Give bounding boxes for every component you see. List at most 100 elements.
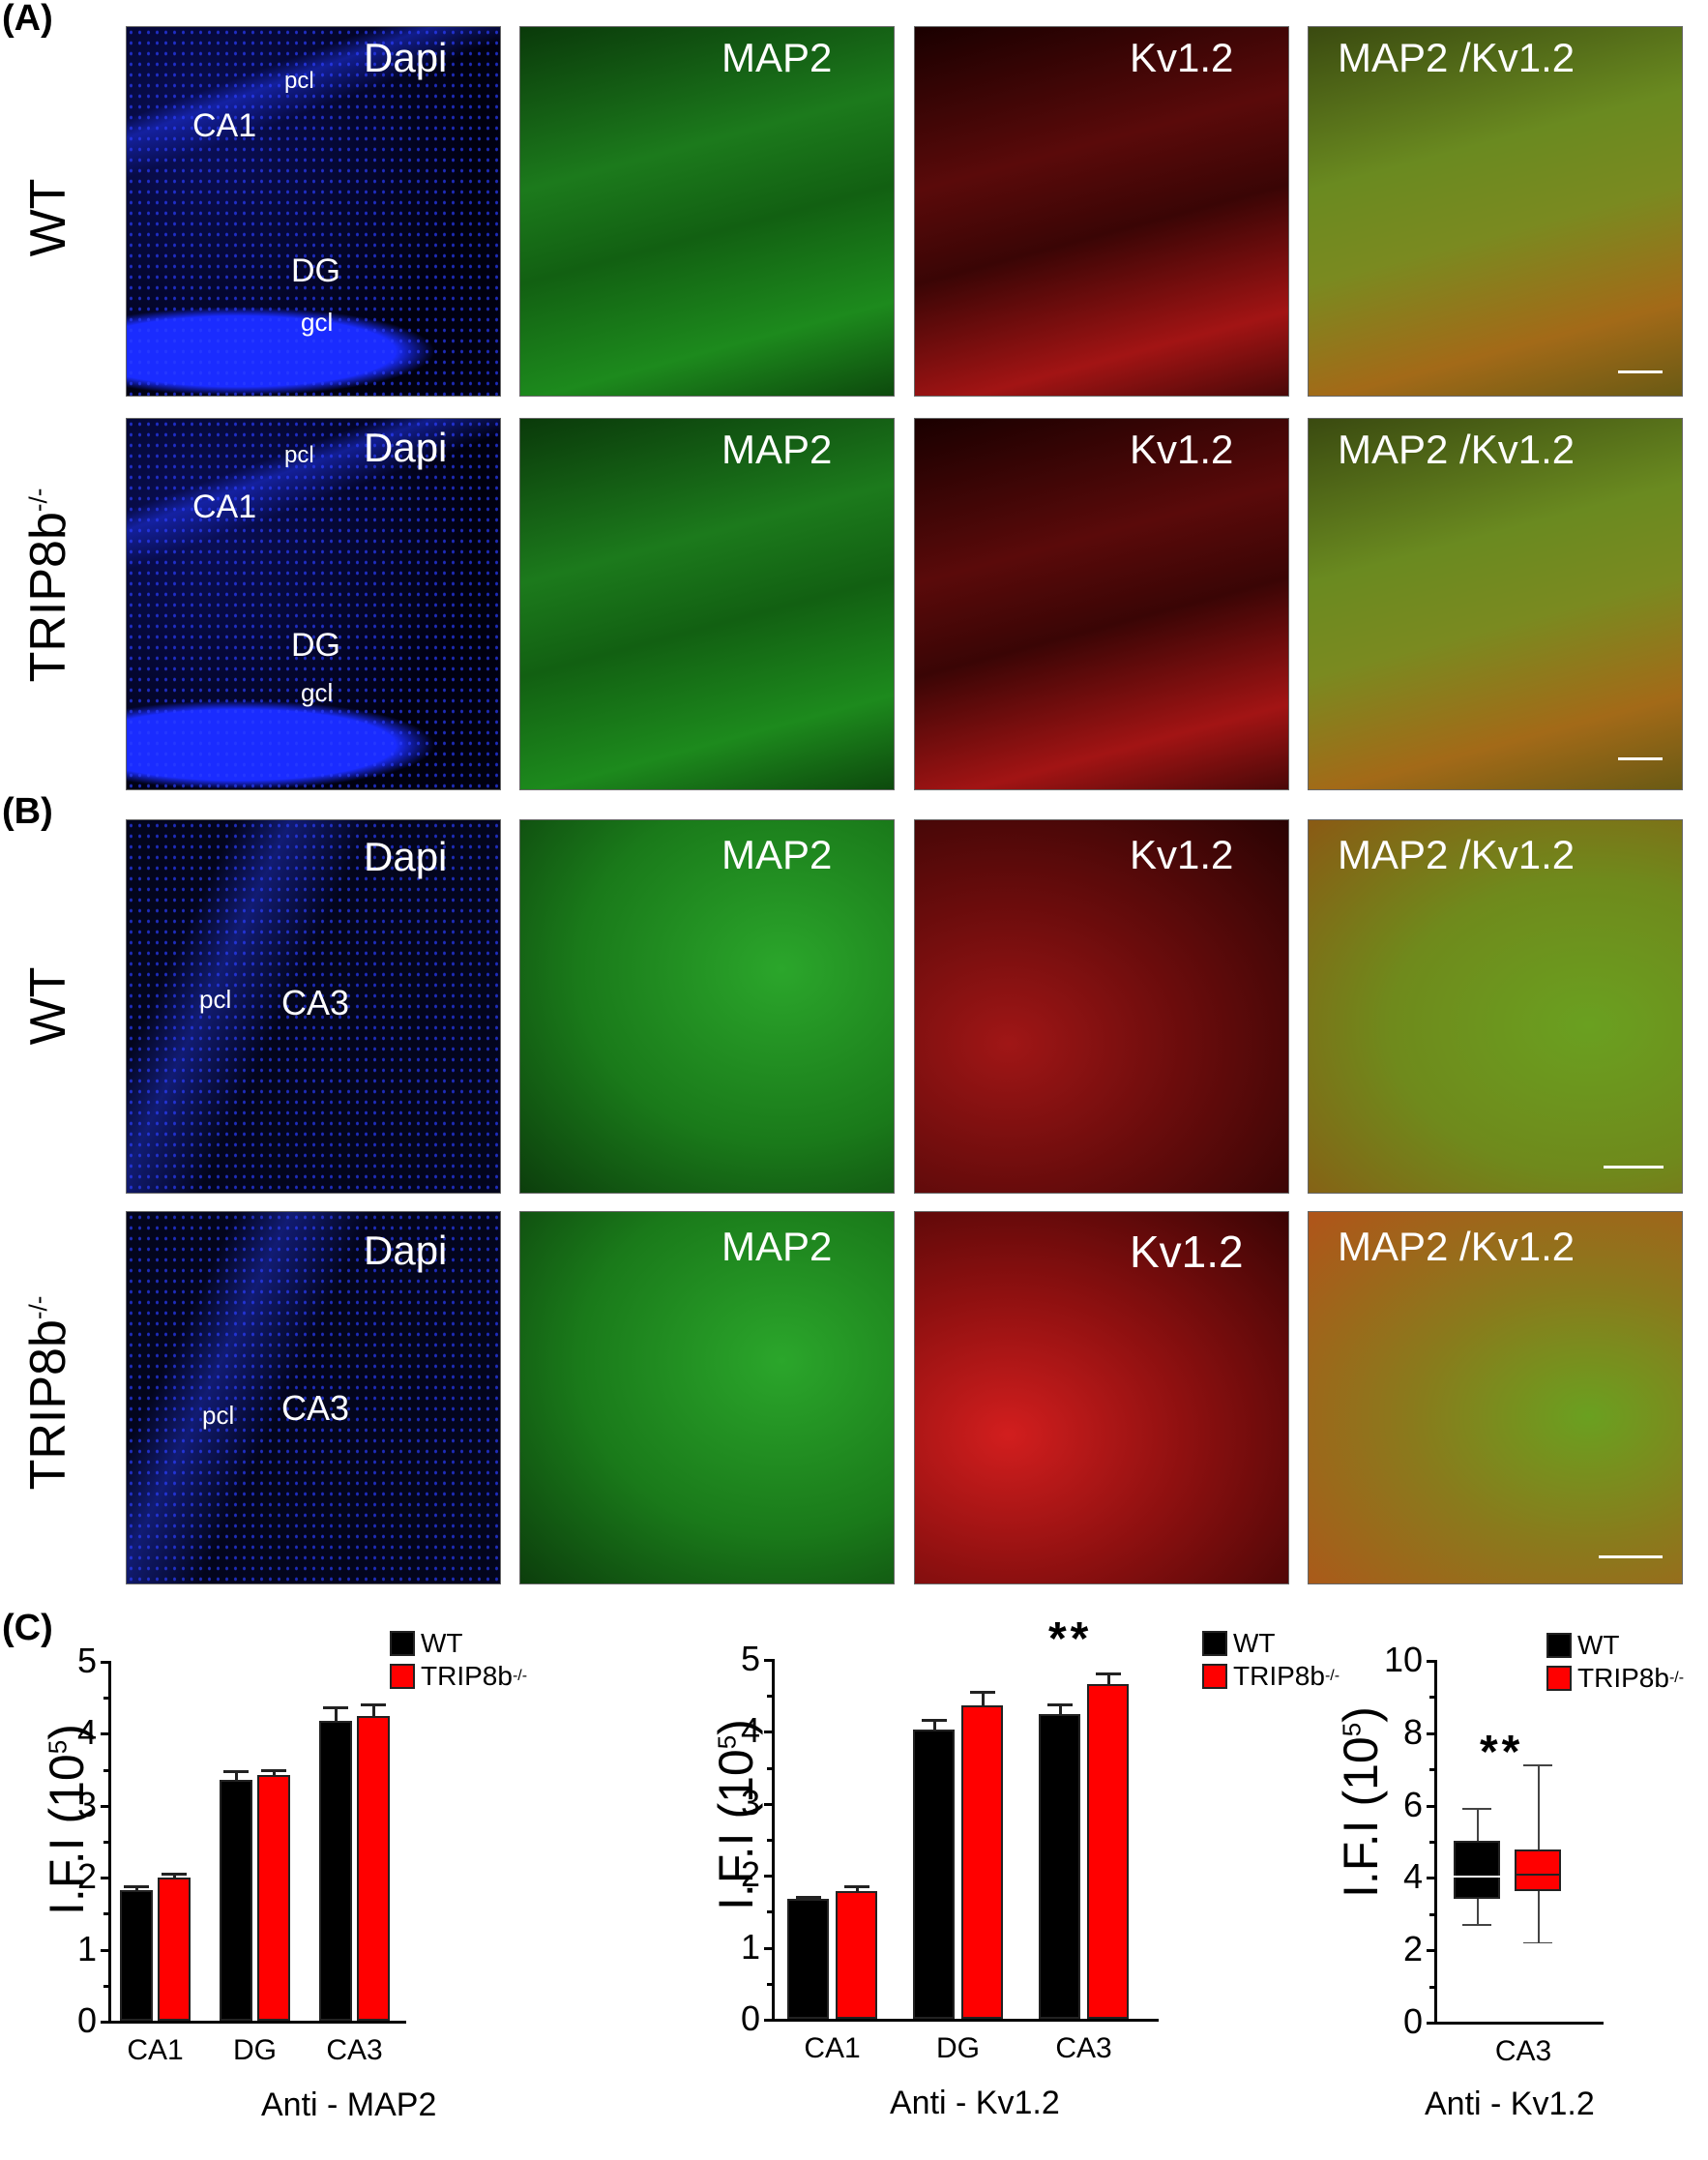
- channel-label: Dapi: [364, 425, 448, 470]
- y-tick-label: 2: [76, 1856, 97, 1897]
- whisker-cap: [1523, 1764, 1552, 1766]
- y-axis-label: I.F.I (105): [40, 1724, 94, 1915]
- y-tick-label: 1: [76, 1928, 97, 1968]
- bar-ca1-ko: [158, 1877, 191, 2021]
- micrograph-a-ko-dapi: Dapi pcl CA1 DG gcl: [126, 418, 501, 790]
- y-tick-label: 4: [76, 1712, 97, 1753]
- y-axis-label: I.F.I (105): [709, 1719, 763, 1910]
- median-line: [1515, 1873, 1561, 1876]
- panel-label-a: (A): [2, 0, 53, 39]
- y-minor-tick: [1429, 1841, 1435, 1844]
- scale-bar: [1618, 370, 1663, 373]
- legend-superscript: -/-: [512, 1668, 528, 1684]
- y-axis: [108, 1661, 111, 2021]
- y-axis-label: I.F.I (105): [1334, 1706, 1388, 1898]
- category-label: CA1: [127, 2034, 184, 2066]
- micrograph-b-wt-merge: MAP2 /Kv1.2: [1308, 819, 1683, 1194]
- genotype-label: TRIP8b: [20, 1319, 76, 1491]
- channel-label: MAP2: [721, 35, 833, 80]
- panel-label-b: (B): [2, 791, 53, 832]
- whisker-cap: [1462, 1924, 1491, 1926]
- bar-ca1-ko: [836, 1891, 877, 2019]
- legend-wt: WT: [1202, 1628, 1276, 1659]
- y-minor-tick: [103, 1697, 109, 1701]
- micrograph-a-wt-map2: MAP2: [519, 26, 895, 397]
- whisker-upper: [1477, 1808, 1479, 1841]
- y-tick-label: 0: [1402, 2001, 1423, 2041]
- legend-swatch: [390, 1631, 415, 1656]
- channel-label: MAP2 /Kv1.2: [1338, 427, 1575, 472]
- y-tick: [764, 1731, 774, 1734]
- legend-label: WT: [1233, 1628, 1276, 1658]
- panel-label-c: (C): [2, 1608, 53, 1648]
- genotype-label: WT: [20, 966, 76, 1046]
- y-tick-label: 3: [740, 1782, 760, 1822]
- channel-label: Dapi: [364, 35, 448, 80]
- channel-label: MAP2 /Kv1.2: [1338, 35, 1575, 80]
- whisker-cap: [1462, 1808, 1491, 1810]
- error-bar-cap: [795, 1895, 821, 1899]
- y-axis: [1434, 1660, 1437, 2022]
- legend-swatch: [1546, 1633, 1572, 1658]
- y-tick-label: 4: [740, 1710, 760, 1751]
- channel-label: Kv1.2: [1130, 1227, 1244, 1277]
- legend-wt: WT: [1546, 1630, 1620, 1661]
- region-label-pcl: pcl: [202, 1401, 235, 1430]
- y-tick: [1427, 1877, 1436, 1880]
- category-label: DG: [233, 2034, 277, 2066]
- region-label-gcl: gcl: [301, 308, 334, 337]
- error-bar-cap: [223, 1770, 249, 1774]
- region-label-ca3: CA3: [281, 1388, 350, 1428]
- legend-ko: TRIP8b -/-: [390, 1661, 527, 1692]
- y-tick-label: 0: [740, 1998, 760, 2038]
- legend-swatch: [1546, 1666, 1572, 1691]
- bar-ca3-ko: [1087, 1684, 1129, 2019]
- bar-ca3-wt: [319, 1720, 352, 2021]
- bar-dg-wt: [220, 1779, 252, 2021]
- micrograph-a-wt-kv12: Kv1.2: [914, 26, 1289, 397]
- y-tick: [101, 1661, 110, 1664]
- error-bar-cap: [969, 1691, 995, 1695]
- micrograph-a-ko-merge: MAP2 /Kv1.2: [1308, 418, 1683, 790]
- genotype-superscript: -/-: [23, 488, 53, 513]
- micrograph-b-wt-kv12: Kv1.2: [914, 819, 1289, 1194]
- row-label-b-ko: TRIP8b-/-: [19, 1287, 77, 1499]
- whisker-upper: [1538, 1764, 1540, 1850]
- legend-swatch: [390, 1664, 415, 1689]
- error-bar-cap: [361, 1702, 386, 1706]
- region-label-ca3: CA3: [281, 983, 350, 1022]
- micrograph-a-wt-dapi: Dapi pcl CA1 DG gcl: [126, 26, 501, 397]
- y-minor-tick: [1429, 1985, 1435, 1989]
- error-bar-cap: [323, 1705, 348, 1709]
- y-axis: [772, 1659, 775, 2019]
- micrograph-b-ko-merge: MAP2 /Kv1.2: [1308, 1211, 1683, 1584]
- y-tick: [1427, 1804, 1436, 1808]
- y-tick-label: 10: [1383, 1640, 1423, 1679]
- x-axis-label: Anti - MAP2: [261, 2086, 437, 2123]
- y-tick-label: 2: [1402, 1929, 1423, 1969]
- y-minor-tick: [767, 1839, 773, 1842]
- scale-bar: [1604, 1166, 1664, 1169]
- y-tick-label: 1: [740, 1926, 760, 1967]
- error-bar-cap: [261, 1769, 286, 1773]
- region-label-pcl: pcl: [284, 68, 314, 94]
- legend-label: TRIP8b: [1233, 1661, 1325, 1691]
- y-tick-label: 5: [740, 1639, 760, 1678]
- y-tick-label: 4: [1402, 1856, 1423, 1897]
- region-label-pcl: pcl: [284, 442, 314, 468]
- y-minor-tick: [767, 1910, 773, 1914]
- error-bar-cap: [1046, 1703, 1073, 1707]
- micrograph-a-wt-merge: MAP2 /Kv1.2: [1308, 26, 1683, 397]
- y-tick: [101, 2021, 110, 2024]
- y-tick: [764, 1659, 774, 1662]
- whisker-lower: [1477, 1898, 1479, 1924]
- region-label-gcl: gcl: [301, 678, 334, 707]
- region-label-dg: DG: [291, 252, 340, 289]
- micrograph-a-ko-map2: MAP2: [519, 418, 895, 790]
- legend-wt: WT: [390, 1628, 463, 1659]
- region-label-pcl: pcl: [199, 985, 232, 1014]
- category-label: DG: [936, 2032, 980, 2064]
- legend-label: WT: [1577, 1630, 1620, 1660]
- y-minor-tick: [103, 1841, 109, 1844]
- channel-label: MAP2 /Kv1.2: [1338, 832, 1575, 877]
